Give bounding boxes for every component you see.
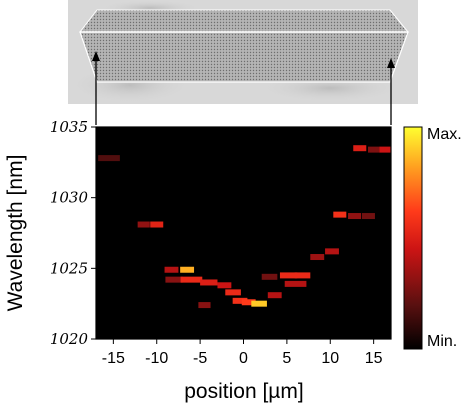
heatmap-cell [333, 211, 347, 218]
colorbar-gradient [403, 126, 423, 350]
x-tick-label: 5 [282, 350, 291, 367]
colorbar: Max. Min. [403, 126, 462, 350]
heatmap-cell [279, 272, 298, 279]
heatmap-cell [379, 146, 391, 153]
heatmap-cell [217, 282, 232, 289]
heatmap-cell [294, 272, 311, 279]
x-axis-label: position [µm] [184, 380, 303, 403]
heatmap-cell [353, 145, 367, 152]
heatmap-cell [164, 266, 179, 273]
heatmap-cell [180, 276, 203, 283]
rod-side-face [79, 31, 409, 83]
x-tick-label: 10 [321, 350, 339, 367]
heatmap-cell [310, 254, 325, 261]
heatmap-cell [225, 289, 241, 296]
y-tick-label: 1025 [50, 259, 88, 277]
heatmap-cell [267, 292, 282, 299]
x-tick-label: -5 [193, 350, 207, 367]
heatmap-cell [261, 273, 278, 280]
x-tick-label: -15 [102, 350, 125, 367]
x-tick-label: 0 [239, 350, 248, 367]
micrograph-inset [68, 0, 418, 125]
y-ticks: 1020 1025 1030 1035 [50, 118, 96, 348]
x-ticks: -15 -10 -5 0 5 10 15 [102, 339, 383, 367]
heatmap-cell [241, 299, 256, 306]
y-tick-label: 1020 [50, 330, 89, 348]
heatmap-cell [325, 248, 339, 255]
x-tick-label: 15 [365, 350, 383, 367]
heatmap-cell [180, 266, 195, 273]
heatmap-cell [361, 213, 375, 220]
heatmap-cell [284, 280, 307, 287]
heatmap-cell [200, 279, 218, 286]
y-tick-label: 1030 [50, 189, 89, 207]
heatmap-cells [98, 145, 391, 309]
left-arrow-head [92, 51, 100, 61]
rod-top-face [78, 9, 410, 33]
colorbar-max-label: Max. [427, 126, 462, 143]
colorbar-min-label: Min. [427, 333, 457, 350]
heatmap-cell [198, 302, 211, 309]
y-tick-label: 1035 [50, 118, 88, 136]
heatmap-cell [150, 221, 164, 228]
heatmap-cell [165, 276, 183, 283]
right-arrow-head [387, 58, 395, 68]
y-axis-label: Wavelength [nm] [4, 155, 27, 312]
heatmap-cell [368, 146, 380, 153]
heatmap-cell [348, 213, 362, 220]
heatmap-cell [137, 221, 150, 228]
plot-area [96, 127, 391, 339]
heatmap-cell [98, 155, 120, 162]
heatmap-cell [251, 300, 267, 307]
x-tick-label: -10 [145, 350, 168, 367]
heatmap-cell [232, 297, 248, 304]
